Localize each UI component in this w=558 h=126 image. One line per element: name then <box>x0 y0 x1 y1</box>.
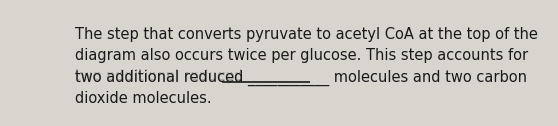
Text: two additional reduced: two additional reduced <box>75 69 248 84</box>
Text: two additional reduced: two additional reduced <box>75 69 248 84</box>
Text: two additional reduced ___________ molecules and two carbon: two additional reduced ___________ molec… <box>75 69 527 86</box>
Text: diagram also occurs twice per glucose. This step accounts for: diagram also occurs twice per glucose. T… <box>75 48 528 63</box>
Text: The step that converts pyruvate to acetyl CoA at the top of the: The step that converts pyruvate to acety… <box>75 27 538 42</box>
Text: dioxide molecules.: dioxide molecules. <box>75 91 212 106</box>
